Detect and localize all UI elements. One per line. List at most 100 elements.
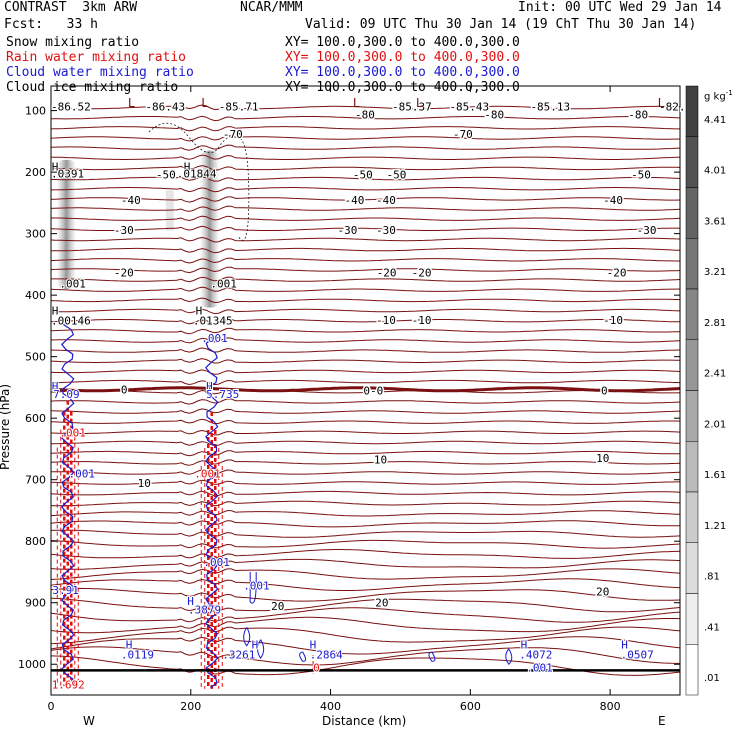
contour-label-34: 10 — [138, 477, 151, 490]
temperature-contour-1 — [50, 115, 681, 122]
extremum-label-5: .001 — [210, 277, 237, 290]
colorbar-label-7: 2.81 — [704, 318, 726, 329]
contour-label-2: -85.71 — [219, 100, 259, 113]
contour-label-25: -20 — [377, 266, 397, 279]
temperature-contour-9 — [50, 196, 681, 203]
low-marker-2: L — [353, 96, 360, 110]
temperature-contour-54 — [50, 646, 680, 666]
extremum-label-23: H — [126, 639, 133, 652]
x-tick-label-600: 600 — [460, 700, 481, 713]
extremum-label-35: 1.692 — [52, 679, 85, 692]
extremum-label-19: .001 — [243, 580, 270, 593]
extremum-label-27: H — [310, 639, 317, 652]
temperature-contour-48 — [50, 587, 681, 602]
contour-label-29: -10 — [412, 314, 432, 327]
extremum-label-1: .0391 — [51, 167, 84, 180]
temperature-contour-12 — [50, 225, 681, 232]
colorbar-segment-1 — [685, 593, 699, 645]
colorbar-segment-11 — [685, 85, 699, 137]
cloud-water-blob-4 — [428, 651, 436, 662]
contour-label-36: 10 — [596, 452, 609, 465]
colorbar-label-0: .01 — [704, 673, 720, 684]
colorbar-label-8: 3.21 — [704, 267, 726, 278]
field-name-cloud-ice: Cloud ice mixing ratio — [6, 80, 179, 95]
temperature-contour-40 — [50, 510, 681, 517]
extremum-label-10: .001 — [201, 332, 228, 345]
extremum-label-30: H — [521, 639, 528, 652]
contour-label-32: 0-0 — [363, 385, 383, 398]
colorbar-label-4: 1.61 — [704, 470, 726, 481]
contour-label-31: 0 — [121, 383, 128, 396]
colorbar-segment-2 — [685, 542, 699, 594]
extremum-label-26: .3261 — [222, 648, 255, 661]
experiment-title: CONTRAST 3km ARW — [4, 0, 138, 15]
cloud-water-blob-2 — [505, 648, 513, 665]
colorbar-label-3: 1.21 — [704, 521, 726, 532]
extremum-label-8: H — [196, 305, 203, 318]
temperature-contour-50 — [50, 607, 681, 623]
forecast-hour: Fcst: 33 h — [4, 17, 98, 32]
snow-faint-patch — [165, 190, 174, 231]
extremum-label-15: .001 — [59, 426, 86, 439]
temperature-contour-14 — [51, 247, 681, 254]
contour-label-15: -50 — [631, 169, 651, 182]
temperature-contour-45 — [50, 558, 681, 570]
contour-label-5: -85.13 — [530, 100, 570, 113]
y-tick-label-600: 600 — [25, 412, 46, 425]
temperature-contour-16 — [50, 266, 681, 274]
extremum-label-14: 5.735 — [206, 388, 239, 401]
low-marker-4: L — [658, 96, 665, 110]
colorbar-segment-9 — [685, 187, 699, 239]
colorbar-unit: g kg-1 — [704, 89, 733, 103]
field-name-rain: Rain water mixing ratio — [6, 50, 187, 65]
contour-label-33: 0 — [601, 385, 608, 398]
extremum-label-31: .4072 — [519, 648, 552, 661]
temperature-contour-4 — [50, 144, 681, 151]
extremum-label-6: H — [52, 305, 59, 318]
temperature-contour-26 — [50, 369, 681, 375]
extremum-label-25: H — [252, 639, 259, 652]
center-label: NCAR/MMM — [240, 0, 303, 15]
colorbar-segment-6 — [685, 339, 699, 391]
colorbar-segment-7 — [685, 288, 699, 340]
temperature-contour-27 — [51, 379, 681, 386]
colorbar-label-11: 4.41 — [704, 115, 726, 126]
contour-label-27: -20 — [607, 266, 627, 279]
contour-label-8: -80 — [484, 108, 504, 121]
temperature-contour-46 — [50, 568, 681, 580]
contour-label-19: -40 — [603, 194, 623, 207]
cloud-water-blob-3 — [299, 651, 307, 662]
cloud-water-cell — [249, 571, 257, 604]
field-xy-cloud-ice: XY= 100.0,300.0 to 400.0,300.0 — [285, 80, 520, 95]
temperature-contour-10 — [50, 205, 681, 212]
temperature-contour-11 — [51, 215, 681, 222]
y-tick-label-200: 200 — [25, 166, 46, 179]
low-marker-0: L — [128, 96, 135, 110]
contour-label-10: -70 — [453, 128, 473, 141]
contour-label-13: -50 — [353, 169, 373, 182]
temperature-contour-29 — [50, 398, 681, 405]
temperature-contour-41 — [50, 520, 680, 528]
temperature-contour-43 — [50, 539, 681, 549]
colorbar-label-5: 2.01 — [704, 419, 726, 430]
extremum-label-7: .00146 — [51, 314, 91, 327]
extremum-label-17: .001 — [194, 468, 221, 481]
temperature-contour-17 — [51, 276, 681, 283]
temperature-contour-7 — [50, 176, 681, 182]
init-time: Init: 00 UTC Wed 29 Jan 14 — [518, 0, 722, 15]
y-axis-label: Pressure (hPa) — [0, 383, 13, 471]
temperature-contour-15 — [50, 257, 680, 264]
temperature-contour-13 — [50, 236, 681, 243]
temperature-contour-33 — [51, 440, 681, 447]
valid-time: Valid: 09 UTC Thu 30 Jan 14 (19 ChT Thu … — [305, 17, 697, 32]
y-tick-label-800: 800 — [25, 535, 46, 548]
contour-label-18: -40 — [376, 194, 396, 207]
snow-column-0 — [56, 159, 77, 289]
colorbar-label-9: 3.61 — [704, 216, 726, 227]
x-end-west: W — [83, 714, 95, 728]
y-tick-label-900: 900 — [25, 597, 46, 610]
x-tick-label-0: 0 — [48, 700, 55, 713]
temperature-contour-3 — [50, 135, 681, 142]
colorbar-label-2: .81 — [704, 572, 720, 583]
contour-label-0: -86.52 — [51, 100, 91, 113]
